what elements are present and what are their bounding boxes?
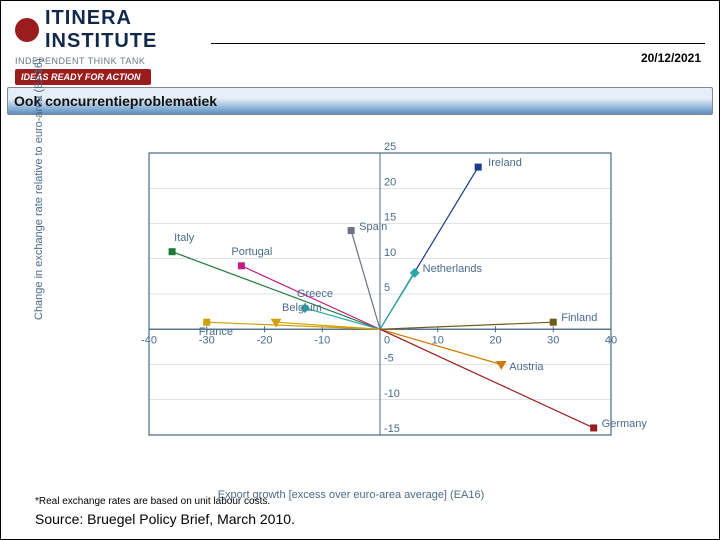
svg-text:5: 5 [384, 282, 390, 294]
svg-text:-15: -15 [384, 423, 400, 435]
y-axis-title: Change in exchange rate relative to euro… [33, 58, 45, 320]
svg-text:25: 25 [384, 141, 396, 153]
logo-title-word1: ITINERA [45, 7, 132, 29]
series-label-belgium: Belgium [282, 302, 322, 314]
series-label-germany: Germany [602, 418, 647, 430]
series-label-austria: Austria [509, 361, 543, 373]
chart: Change in exchange rate relative to euro… [71, 141, 631, 471]
svg-text:-20: -20 [257, 334, 273, 346]
logo-title-word2: INSTITUTE [45, 30, 157, 52]
svg-text:-10: -10 [384, 388, 400, 400]
chart-svg: -15-10-5510152025-40-30-20-10102030400 [71, 141, 631, 471]
series-label-france: France [199, 326, 233, 338]
footnote: *Real exchange rates are based on unit l… [35, 496, 270, 507]
svg-text:20: 20 [384, 176, 396, 188]
svg-text:40: 40 [605, 334, 617, 346]
series-label-ireland: Ireland [488, 157, 522, 169]
svg-text:20: 20 [489, 334, 501, 346]
slide: ITINERA INSTITUTE INDEPENDENT THINK TANK… [0, 0, 720, 540]
header: ITINERA INSTITUTE INDEPENDENT THINK TANK… [1, 1, 719, 87]
svg-text:-5: -5 [384, 353, 394, 365]
svg-text:30: 30 [547, 334, 559, 346]
series-label-netherlands: Netherlands [423, 263, 482, 275]
series-label-finland: Finland [561, 312, 597, 324]
series-label-portugal: Portugal [231, 246, 272, 258]
source-line: Source: Bruegel Policy Brief, March 2010… [35, 511, 295, 527]
svg-text:10: 10 [384, 247, 396, 259]
date-label: 20/12/2021 [641, 51, 701, 65]
series-label-italy: Italy [174, 232, 194, 244]
logo-icon [15, 18, 39, 42]
logo-row: ITINERA INSTITUTE [15, 7, 157, 53]
svg-text:0: 0 [384, 334, 390, 346]
header-divider [211, 43, 705, 44]
logo-title: ITINERA INSTITUTE [45, 7, 157, 53]
svg-text:-40: -40 [141, 334, 157, 346]
slide-title-bar: Ook concurrentieproblematiek [7, 87, 713, 115]
svg-text:-10: -10 [314, 334, 330, 346]
logo-text: ITINERA INSTITUTE [45, 7, 157, 53]
series-label-greece: Greece [297, 288, 333, 300]
series-label-spain: Spain [359, 221, 387, 233]
